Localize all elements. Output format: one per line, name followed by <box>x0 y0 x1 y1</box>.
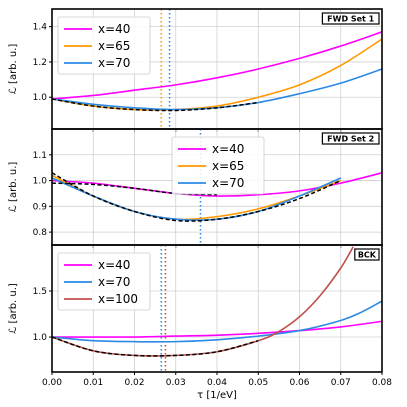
x-tick-label: 0.00 <box>42 378 62 388</box>
y-tick-label: 1.2 <box>33 58 47 68</box>
y-tick-label: 1.0 <box>33 93 48 103</box>
panel-3: 1.0 1.5 ℒ [arb. u.] BCK x=40 x=70 x=100 0.00 0.0… <box>8 244 392 388</box>
series-line-x-70 <box>52 300 382 343</box>
x-tick-label: 0.08 <box>372 378 392 388</box>
legend-label: x=40 <box>212 142 244 156</box>
x-tick-label: 0.07 <box>331 378 351 388</box>
series-line-x-40 <box>52 320 382 338</box>
legend-box <box>57 16 151 75</box>
panel-tag: FWD Set 2 <box>327 135 374 144</box>
fit-curve-dashed <box>52 172 342 222</box>
legend-label: x=70 <box>98 275 130 289</box>
y-tick-label: 1.0 <box>33 333 48 343</box>
legend-label: x=70 <box>212 176 244 190</box>
x-tick-label: 0.01 <box>83 378 103 388</box>
series-line-x-40 <box>52 31 382 100</box>
y-axis-label: ℒ [arb. u.] <box>8 283 19 334</box>
legend-label: x=65 <box>98 39 130 53</box>
legend-label: x=70 <box>98 56 130 70</box>
y-tick-label: 0.8 <box>33 228 48 238</box>
panel-tag: FWD Set 1 <box>327 15 375 24</box>
y-axis-label: ℒ [arb. u.] <box>8 162 19 213</box>
panel-tag-box <box>354 248 380 261</box>
fit-curve-dashed <box>52 98 259 112</box>
legend-label: x=100 <box>98 292 138 306</box>
fit-curve-dashed <box>52 336 259 357</box>
legend-label: x=40 <box>98 22 130 36</box>
x-tick-label: 0.03 <box>166 378 186 388</box>
panel-tag: BCK <box>358 251 377 260</box>
series-line-x-70 <box>52 177 342 221</box>
legend-box <box>57 252 151 311</box>
x-tick-label: 0.06 <box>289 378 309 388</box>
x-tick-label: 0.04 <box>207 378 227 388</box>
legend-label: x=65 <box>212 159 244 173</box>
x-tick-label: 0.02 <box>124 378 144 388</box>
legend-box <box>171 136 265 195</box>
y-tick-label: 1.5 <box>33 287 47 297</box>
legend-label: x=40 <box>98 258 130 272</box>
y-tick-label: 1.4 <box>33 23 48 33</box>
panel-1: 1.0 1.2 1.4 ℒ [arb. u.] FWD Set 1 x=40 x=65 x=7… <box>8 8 383 132</box>
panel-2: 0.8 0.9 1.0 1.1 ℒ [arb. u.] FWD Set 2 x=40 x=65… <box>8 128 383 248</box>
y-tick-label: 1.1 <box>33 151 47 161</box>
panel-tag-box <box>321 12 380 25</box>
y-tick-label: 1.0 <box>33 177 48 187</box>
y-tick-label: 0.9 <box>33 202 48 212</box>
x-axis-label: τ [1/eV] <box>197 390 237 401</box>
panel-tag-box <box>321 132 380 145</box>
y-axis-label: ℒ [arb. u.] <box>8 44 19 95</box>
x-tick-label: 0.05 <box>248 378 268 388</box>
